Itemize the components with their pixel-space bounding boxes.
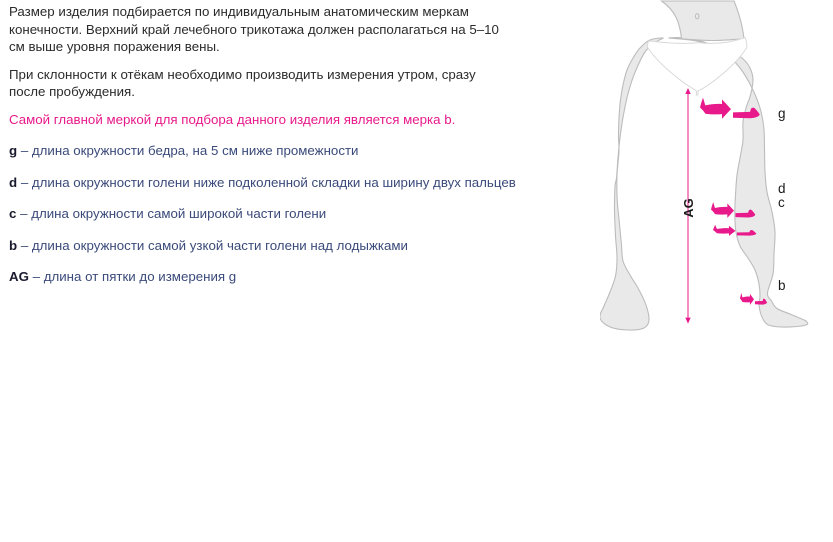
svg-text:g: g	[778, 106, 786, 121]
svg-text:b: b	[778, 278, 786, 293]
svg-text:d: d	[778, 181, 786, 196]
svg-text:AG: AG	[681, 198, 696, 218]
svg-text:c: c	[778, 195, 785, 210]
